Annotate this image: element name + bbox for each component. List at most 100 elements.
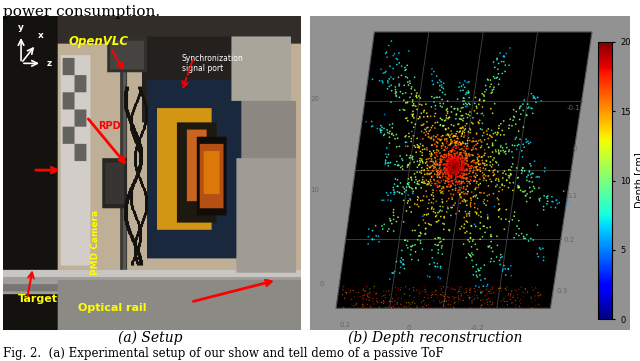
Point	[436, 145, 447, 151]
Point	[465, 177, 476, 183]
Point	[446, 160, 456, 165]
Point	[463, 145, 473, 151]
Point	[408, 227, 418, 233]
Point	[396, 255, 406, 261]
Point	[519, 97, 529, 103]
Point	[548, 199, 558, 204]
Point	[479, 176, 490, 182]
Point	[471, 104, 481, 109]
Point	[450, 165, 460, 171]
Point	[439, 166, 449, 172]
Point	[435, 138, 445, 143]
Point	[465, 209, 475, 214]
Point	[451, 112, 461, 118]
Point	[481, 83, 491, 88]
Point	[449, 164, 460, 170]
Point	[496, 143, 506, 148]
Point	[446, 136, 456, 142]
Point	[432, 183, 442, 188]
Point	[395, 107, 405, 113]
Point	[467, 139, 477, 144]
Point	[449, 164, 460, 170]
Point	[518, 165, 528, 171]
Point	[431, 143, 442, 149]
Point	[514, 142, 524, 147]
Point	[481, 158, 492, 164]
Point	[447, 148, 457, 153]
Point	[380, 70, 390, 75]
Point	[450, 165, 460, 170]
Point	[499, 183, 509, 189]
Point	[445, 142, 455, 147]
Point	[428, 187, 438, 193]
Point	[493, 66, 503, 72]
Point	[505, 45, 515, 51]
Point	[465, 235, 476, 240]
Point	[391, 132, 401, 138]
Point	[471, 165, 481, 171]
Point	[438, 284, 449, 290]
Point	[503, 266, 513, 272]
Point	[509, 114, 520, 120]
Point	[426, 178, 436, 184]
Point	[453, 136, 463, 142]
Point	[451, 166, 461, 171]
Point	[376, 123, 386, 129]
Point	[403, 162, 413, 168]
Point	[413, 181, 423, 187]
Point	[390, 84, 401, 90]
Point	[383, 160, 393, 166]
Point	[481, 158, 492, 164]
Point	[511, 231, 522, 237]
Point	[379, 126, 389, 131]
Point	[435, 100, 445, 106]
Point	[514, 218, 524, 223]
Point	[444, 301, 454, 307]
Point	[433, 136, 443, 142]
Point	[452, 163, 462, 169]
Point	[444, 164, 454, 170]
Point	[417, 147, 428, 152]
Text: Fig. 2.  (a) Experimental setup of our show and tell demo of a passive ToF: Fig. 2. (a) Experimental setup of our sh…	[3, 347, 444, 360]
Point	[502, 299, 512, 304]
Point	[451, 169, 461, 175]
Point	[461, 213, 472, 219]
Point	[453, 301, 463, 307]
Point	[450, 163, 460, 169]
Point	[518, 108, 529, 113]
Point	[404, 134, 414, 139]
Point	[484, 132, 495, 138]
Point	[415, 289, 425, 295]
Point	[481, 178, 492, 183]
Point	[509, 209, 520, 215]
Point	[422, 295, 433, 300]
Point	[430, 164, 440, 170]
Point	[431, 287, 441, 293]
Point	[450, 164, 460, 170]
Point	[438, 162, 449, 168]
Point	[465, 287, 475, 293]
Point	[474, 120, 484, 126]
Point	[389, 191, 399, 197]
Point	[394, 50, 404, 56]
Point	[522, 191, 532, 197]
Point	[380, 161, 390, 167]
Point	[492, 132, 502, 138]
Point	[460, 230, 470, 236]
Point	[442, 302, 452, 308]
Point	[506, 171, 516, 177]
Point	[490, 171, 500, 177]
Point	[508, 295, 518, 300]
Point	[534, 174, 544, 180]
Point	[390, 305, 400, 311]
Point	[449, 164, 460, 170]
Point	[468, 167, 479, 173]
Point	[471, 185, 481, 191]
Point	[435, 159, 445, 165]
Point	[456, 294, 466, 300]
Point	[472, 147, 482, 152]
Point	[405, 305, 415, 311]
Point	[463, 189, 473, 195]
Point	[563, 197, 573, 203]
Point	[461, 145, 472, 151]
